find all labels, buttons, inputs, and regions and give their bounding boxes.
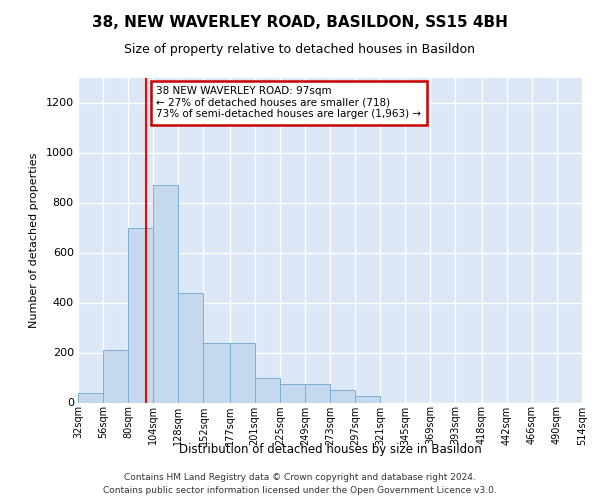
Bar: [330, 390, 355, 402]
Bar: [203, 342, 230, 402]
Text: Contains HM Land Registry data © Crown copyright and database right 2024.
Contai: Contains HM Land Registry data © Crown c…: [103, 474, 497, 495]
Bar: [255, 378, 280, 402]
Bar: [280, 384, 305, 402]
Bar: [103, 350, 128, 403]
Text: Distribution of detached houses by size in Basildon: Distribution of detached houses by size …: [179, 442, 481, 456]
Text: Size of property relative to detached houses in Basildon: Size of property relative to detached ho…: [125, 42, 476, 56]
Text: 38 NEW WAVERLEY ROAD: 97sqm
← 27% of detached houses are smaller (718)
73% of se: 38 NEW WAVERLEY ROAD: 97sqm ← 27% of det…: [157, 86, 422, 120]
Bar: [178, 292, 203, 403]
Text: 38, NEW WAVERLEY ROAD, BASILDON, SS15 4BH: 38, NEW WAVERLEY ROAD, BASILDON, SS15 4B…: [92, 15, 508, 30]
Bar: [153, 185, 178, 402]
Bar: [78, 392, 103, 402]
Bar: [305, 384, 330, 402]
Bar: [355, 396, 380, 402]
Bar: [128, 228, 153, 402]
Bar: [230, 342, 255, 402]
Y-axis label: Number of detached properties: Number of detached properties: [29, 152, 39, 328]
